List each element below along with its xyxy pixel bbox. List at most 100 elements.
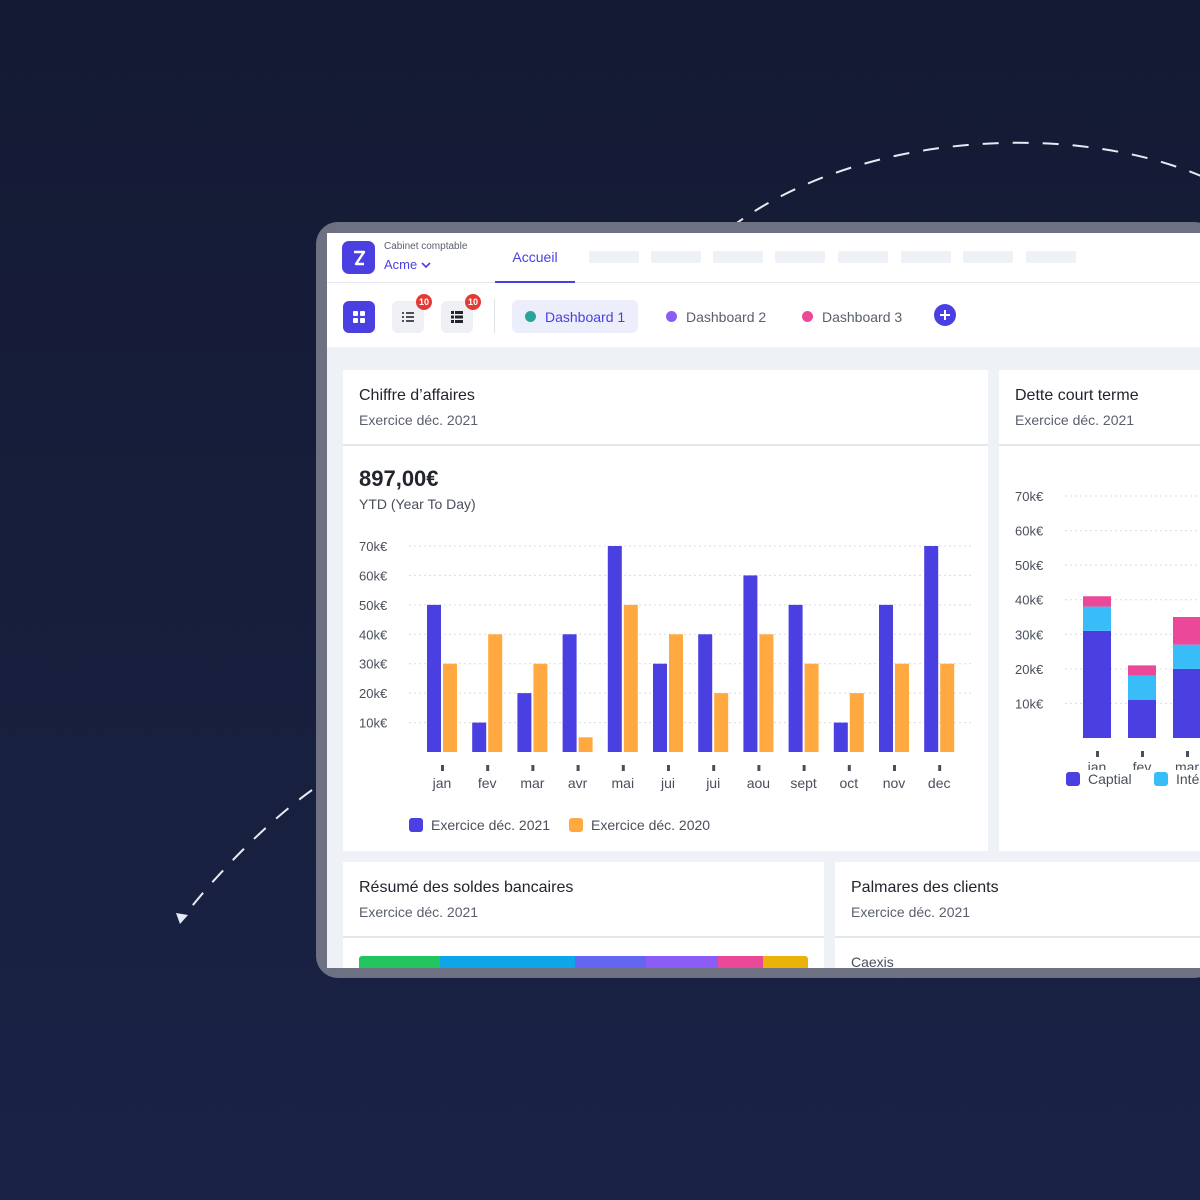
status-dot — [666, 311, 677, 322]
bar-2021-mar — [517, 693, 532, 752]
legend-item-2021[interactable]: Exercice déc. 2021 — [409, 817, 550, 833]
x-tick-mark — [757, 765, 761, 771]
bar-2020-fev — [488, 634, 503, 752]
tab-label: Dashboard 2 — [686, 308, 767, 325]
y-tick-label: 30k€ — [1015, 627, 1044, 642]
kpi-value: 897,00€ — [359, 466, 439, 491]
tab-label: Dashboard 1 — [545, 308, 626, 325]
notification-badge: 10 — [416, 294, 432, 310]
stack-segment-jan — [1083, 630, 1111, 738]
bar-2021-nov — [879, 604, 893, 752]
nav-placeholder[interactable] — [775, 251, 825, 263]
bar-2020-aou — [759, 634, 774, 752]
legend-label: Exercice déc. 2021 — [431, 817, 551, 833]
dashboard-toolbar: 10 10 Dashboard 1 Dashboard 2 Dashboard … — [327, 283, 1200, 347]
x-tick-mark — [667, 765, 670, 771]
tab-dashboard-3[interactable]: Dashboard 3 — [789, 300, 915, 333]
legend-swatch — [569, 818, 583, 832]
card-header: Palmares des clients Exercice déc. 2021 — [835, 862, 1200, 938]
y-tick-label: 30k€ — [359, 657, 388, 672]
x-tick-mark — [938, 765, 942, 771]
x-tick-mark — [1186, 751, 1189, 757]
bar-2021-sept — [788, 604, 803, 752]
list-view-button[interactable]: 10 — [392, 294, 432, 333]
nav-placeholder[interactable] — [651, 251, 701, 263]
y-tick-label: 70k€ — [1015, 489, 1044, 504]
stack-segment-jan — [1083, 606, 1111, 631]
bar-2021-avr — [562, 634, 577, 752]
x-tick-mark — [893, 765, 896, 771]
bar-2021-fev — [472, 722, 487, 752]
bank-balances-card: Résumé des soldes bancaires Exercice déc… — [343, 862, 824, 968]
card-subtitle: Exercice déc. 2021 — [851, 904, 971, 920]
debt-stacked-chart: 10k€ 20k€ 30k€ 40k€ 50k€ 60k€ 70k€ jan fev mar — [1015, 489, 1200, 770]
legend-swatch — [1066, 772, 1080, 786]
y-tick-label: 40k€ — [359, 627, 388, 642]
x-tick-mark — [576, 765, 580, 771]
nav-placeholder[interactable] — [1026, 251, 1076, 263]
y-tick-label: 60k€ — [359, 568, 388, 583]
stack-segment-mar — [1173, 668, 1200, 738]
x-tick-label: mai — [612, 775, 635, 791]
y-tick-label: 40k€ — [1015, 593, 1044, 608]
stack-segment-fev — [1128, 675, 1156, 700]
clients-card: Palmares des clients Exercice déc. 2021 … — [835, 862, 1200, 968]
app-logo-icon[interactable] — [342, 241, 375, 274]
bar-2020-jui — [669, 634, 683, 752]
nav-placeholder[interactable] — [713, 251, 763, 263]
revenue-card: Chiffre d’affaires Exercice déc. 2021 89… — [343, 370, 988, 851]
tab-dashboard-1[interactable]: Dashboard 1 — [512, 300, 639, 333]
x-tick-label: jui — [705, 775, 720, 791]
tab-accueil[interactable]: Accueil — [495, 233, 575, 283]
balance-segment — [574, 956, 647, 968]
card-header: Dette court terme Exercice déc. 2021 — [999, 370, 1200, 446]
card-subtitle: Exercice déc. 2021 — [1015, 412, 1135, 428]
x-tick-mark — [486, 765, 490, 771]
x-tick-label: jan — [432, 775, 452, 791]
card-subtitle: Exercice déc. 2021 — [359, 412, 479, 428]
legend-item-2020[interactable]: Exercice déc. 2020 — [569, 817, 710, 833]
y-tick-label: 10k€ — [1015, 696, 1044, 711]
company-selector[interactable]: Acme — [384, 257, 431, 272]
x-tick-mark — [1096, 751, 1099, 757]
client-name[interactable]: Caexis — [851, 954, 894, 968]
bar-2021-jui — [698, 634, 713, 752]
x-tick-label: jan — [1087, 759, 1107, 770]
balance-segment — [718, 956, 764, 968]
company-name: Acme — [384, 257, 418, 272]
balance-segment — [359, 956, 440, 968]
app-screen: Cabinet comptable Acme Accueil 10 — [327, 233, 1200, 968]
bar-2020-jui — [714, 693, 729, 752]
card-title: Palmares des clients — [851, 879, 999, 896]
cabinet-label: Cabinet comptable — [384, 241, 468, 252]
y-tick-label: 50k€ — [1015, 558, 1044, 573]
legend-label: Exercice déc. 2020 — [591, 817, 711, 833]
detail-list-button[interactable]: 10 — [441, 294, 481, 333]
card-title: Dette court terme — [1015, 387, 1139, 404]
status-dot — [525, 311, 536, 322]
legend-label: Captial — [1088, 771, 1132, 787]
nav-placeholder[interactable] — [589, 251, 639, 263]
grid-view-button[interactable] — [343, 301, 375, 333]
legend-item-interets[interactable]: Inté — [1154, 771, 1199, 787]
nav-placeholder[interactable] — [901, 251, 951, 263]
x-tick-label: oct — [839, 775, 858, 791]
top-bar: Cabinet comptable Acme Accueil — [327, 233, 1200, 283]
x-tick-mark — [531, 765, 535, 771]
x-tick-mark — [1141, 751, 1144, 757]
x-tick-label: dec — [928, 775, 951, 791]
card-title: Chiffre d’affaires — [359, 387, 475, 404]
nav-placeholder[interactable] — [838, 251, 888, 263]
card-header: Chiffre d’affaires Exercice déc. 2021 — [343, 370, 988, 446]
debt-card: Dette court terme Exercice déc. 2021 10k… — [999, 370, 1200, 851]
x-tick-mark — [441, 765, 444, 771]
nav-placeholder[interactable] — [963, 251, 1013, 263]
y-tick-label: 70k€ — [359, 539, 388, 554]
add-dashboard-button[interactable] — [934, 304, 956, 326]
bar-2020-mar — [533, 663, 548, 752]
arrowhead-icon — [176, 913, 188, 924]
legend-item-captial[interactable]: Captial — [1066, 771, 1132, 787]
y-tick-label: 10k€ — [359, 716, 388, 731]
tab-dashboard-2[interactable]: Dashboard 2 — [653, 300, 779, 333]
